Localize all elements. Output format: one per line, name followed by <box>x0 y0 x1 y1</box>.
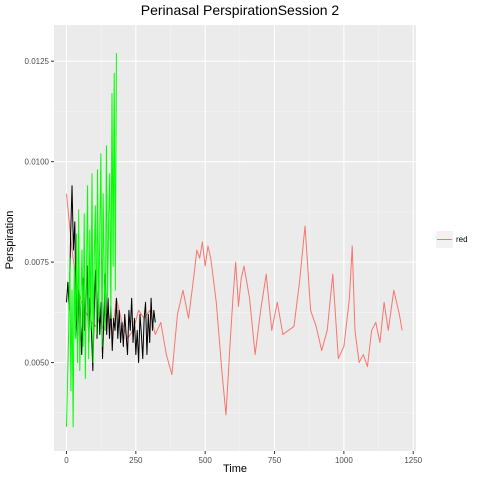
x-tick-label: 750 <box>268 456 282 465</box>
y-axis-label: Perspiration <box>4 210 16 270</box>
y-axis: 0.0050 0.0075 0.0100 0.0125 <box>25 57 54 368</box>
legend-entry-label: red <box>456 235 468 244</box>
x-tick-label: 0 <box>64 456 69 465</box>
chart-title: Perinasal PerspirationSession 2 <box>140 2 340 18</box>
legend <box>436 231 453 248</box>
y-tick-label: 0.0050 <box>25 359 50 368</box>
x-tick-label: 1000 <box>335 456 353 465</box>
y-tick-label: 0.0125 <box>25 57 50 66</box>
series-line-2 <box>65 53 117 428</box>
x-tick-label: 500 <box>199 456 213 465</box>
series-layer <box>65 53 403 428</box>
x-axis-label: Time <box>222 463 248 475</box>
x-tick-label: 1250 <box>404 456 422 465</box>
y-tick-label: 0.0100 <box>25 158 50 167</box>
x-tick-label: 250 <box>129 456 143 465</box>
y-tick-label: 0.0075 <box>25 258 50 267</box>
x-axis: 0 250 500 750 1000 1250 <box>64 451 423 465</box>
